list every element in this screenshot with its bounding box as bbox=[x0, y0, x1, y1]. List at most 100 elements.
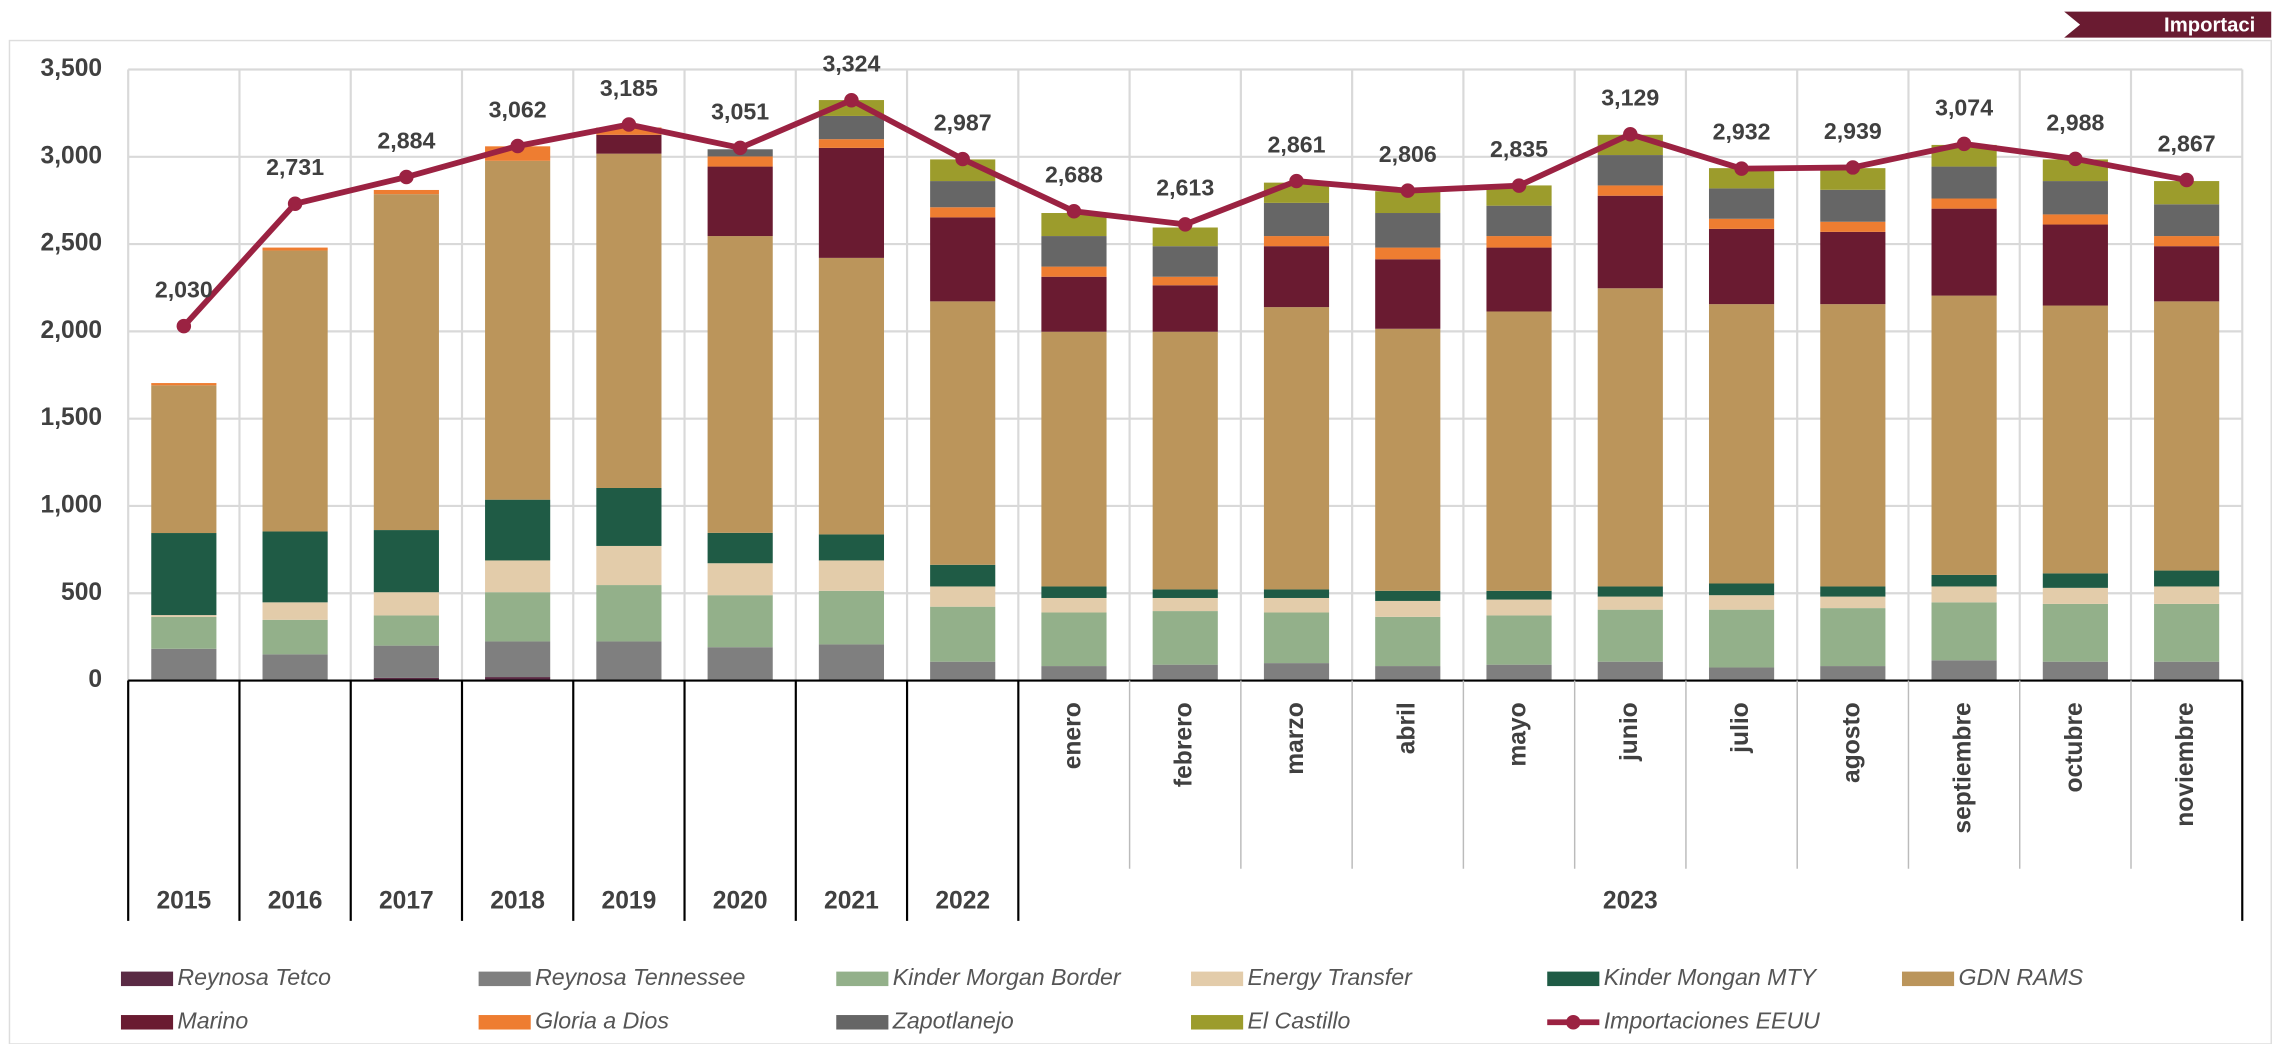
bar-segment bbox=[1709, 188, 1774, 218]
chart: Importaci 05001,0001,5002,0002,5003,0003… bbox=[0, 0, 2272, 1044]
x-tick-label: enero bbox=[1059, 702, 1086, 769]
x-tick-label: marzo bbox=[1282, 702, 1309, 774]
bar-segment bbox=[1598, 597, 1663, 610]
line-point bbox=[1623, 127, 1637, 141]
line-point bbox=[1846, 160, 1860, 174]
bar-segment bbox=[708, 167, 773, 236]
x-tick-label: julio bbox=[1727, 702, 1754, 754]
legend-label: Reynosa Tetco bbox=[177, 964, 331, 990]
value-label: 3,185 bbox=[600, 75, 658, 101]
y-tick-label: 1,500 bbox=[41, 404, 103, 431]
bar-segment bbox=[1932, 575, 1997, 587]
line-point bbox=[622, 117, 636, 131]
bar-segment bbox=[1153, 285, 1218, 331]
x-tick-label: junio bbox=[1616, 702, 1643, 762]
bar-segment bbox=[1598, 155, 1663, 185]
bar-segment bbox=[708, 563, 773, 595]
bar-segment bbox=[1264, 236, 1329, 246]
bar-segment bbox=[485, 592, 550, 641]
bar-segment bbox=[1153, 665, 1218, 681]
group-label: 2023 bbox=[1603, 888, 1658, 915]
bar-segment bbox=[1598, 288, 1663, 586]
bar-segment bbox=[1820, 304, 1885, 586]
line-point bbox=[2068, 152, 2082, 166]
bar-segment bbox=[930, 607, 995, 662]
legend-marker bbox=[1566, 1015, 1580, 1029]
banner-text: Importaci bbox=[2164, 14, 2255, 36]
value-label: 3,324 bbox=[822, 50, 880, 76]
bar-segment bbox=[2043, 588, 2108, 604]
legend-swatch bbox=[121, 972, 173, 986]
bar-segment bbox=[1820, 586, 1885, 596]
bar-segment bbox=[1041, 586, 1106, 598]
legend-label: Marino bbox=[177, 1007, 248, 1033]
y-tick-label: 2,500 bbox=[41, 230, 103, 257]
legend-swatch bbox=[121, 1015, 173, 1029]
bar-segment bbox=[819, 116, 884, 139]
value-label: 2,806 bbox=[1379, 141, 1437, 167]
bar-segment bbox=[1041, 612, 1106, 666]
bar-segment bbox=[2154, 236, 2219, 246]
bar-segment bbox=[263, 248, 328, 251]
bar-segment bbox=[1041, 236, 1106, 267]
x-tick-label: 2019 bbox=[602, 888, 657, 915]
bar-segment bbox=[596, 546, 661, 585]
value-label: 2,688 bbox=[1045, 162, 1103, 188]
line-point bbox=[177, 319, 191, 333]
bar-segment bbox=[1041, 267, 1106, 277]
bar-segment bbox=[930, 217, 995, 301]
bar-segment bbox=[263, 531, 328, 602]
line-point bbox=[1512, 178, 1526, 192]
bar-segment bbox=[1820, 666, 1885, 680]
bar-segment bbox=[708, 236, 773, 533]
line-point bbox=[1067, 204, 1081, 218]
bar-segment bbox=[263, 620, 328, 655]
bar-segment bbox=[2154, 301, 2219, 570]
bar-segment bbox=[263, 602, 328, 619]
legend-label: Importaciones EEUU bbox=[1604, 1007, 1820, 1033]
bar-segment bbox=[1820, 222, 1885, 232]
bar-segment bbox=[1264, 663, 1329, 680]
x-tick-label: 2016 bbox=[268, 888, 323, 915]
value-label: 2,932 bbox=[1713, 119, 1771, 145]
bar-segment bbox=[708, 533, 773, 563]
bar-segment bbox=[2043, 225, 2108, 306]
bar-segment bbox=[1041, 598, 1106, 612]
bar-segment bbox=[819, 258, 884, 535]
bar-segment bbox=[374, 530, 439, 592]
line-point bbox=[399, 170, 413, 184]
legend-label: Kinder Morgan Border bbox=[893, 964, 1122, 990]
legend-swatch bbox=[479, 1015, 531, 1029]
bar-segment bbox=[1041, 277, 1106, 332]
bar-segment bbox=[1486, 665, 1551, 681]
value-label: 2,884 bbox=[377, 127, 435, 153]
line-point bbox=[1734, 161, 1748, 175]
bar-segment bbox=[819, 148, 884, 258]
bar-segment bbox=[930, 301, 995, 564]
line-point bbox=[1957, 137, 1971, 151]
bar-segment bbox=[1264, 203, 1329, 236]
x-tick-label: 2020 bbox=[713, 888, 768, 915]
bar-segment bbox=[374, 615, 439, 645]
bar-segment bbox=[1486, 600, 1551, 616]
bar-segment bbox=[2043, 181, 2108, 214]
bar-segment bbox=[1709, 229, 1774, 304]
bar-segment bbox=[2154, 571, 2219, 587]
bar-segment bbox=[1932, 167, 1997, 199]
x-tick-label: febrero bbox=[1171, 702, 1198, 787]
bar-segment bbox=[1598, 586, 1663, 596]
bar-segment bbox=[596, 135, 661, 154]
bar-segment bbox=[930, 207, 995, 217]
value-label: 3,051 bbox=[711, 98, 769, 124]
bar-segment bbox=[708, 647, 773, 680]
bar-segment bbox=[374, 190, 439, 194]
bar-segment bbox=[1932, 586, 1997, 602]
bar-segment bbox=[1375, 329, 1440, 591]
bar-segment bbox=[2154, 204, 2219, 236]
bar-segment bbox=[2043, 604, 2108, 662]
bar-segment bbox=[1153, 246, 1218, 277]
bar-segment bbox=[263, 251, 328, 532]
value-label: 2,861 bbox=[1268, 131, 1326, 157]
bar-segment bbox=[596, 488, 661, 546]
x-tick-label: 2021 bbox=[824, 888, 879, 915]
